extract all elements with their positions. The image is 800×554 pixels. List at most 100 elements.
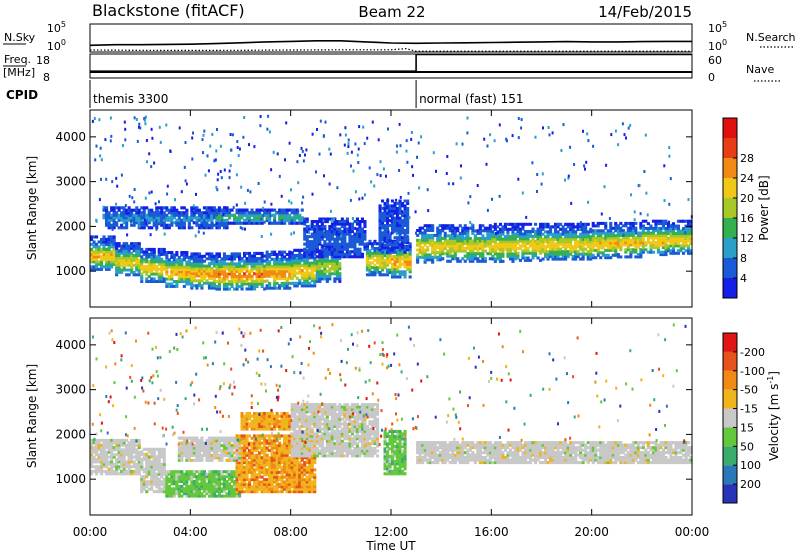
power-cell	[556, 245, 560, 249]
power-cell	[591, 253, 595, 257]
power-cell	[145, 270, 149, 274]
velocity-cell	[243, 434, 247, 438]
power-cell	[579, 237, 583, 241]
power-cell	[137, 261, 141, 265]
power-cell	[132, 246, 136, 250]
power-cell	[396, 275, 400, 279]
power-cell	[508, 245, 512, 249]
power-cell	[651, 236, 655, 240]
velocity-cell	[205, 484, 209, 488]
power-cell	[182, 251, 186, 254]
power-cell	[624, 221, 628, 225]
power-cell	[676, 232, 680, 236]
velocity-cell	[207, 487, 211, 491]
power-cell	[386, 256, 390, 260]
power-cell	[130, 256, 134, 260]
power-cell	[333, 232, 337, 236]
power-cell	[230, 267, 234, 271]
power-cell	[323, 254, 327, 258]
power-cell	[295, 284, 299, 288]
power-scatter-cell	[401, 210, 404, 214]
power-cell	[110, 262, 114, 266]
velocity-cell	[175, 475, 179, 479]
power-cell	[393, 265, 397, 269]
colorbar-tick-label: 24	[740, 172, 754, 185]
power-cell	[318, 242, 322, 246]
power-scatter-cell	[495, 232, 497, 235]
power-cell	[323, 217, 327, 221]
power-cell	[293, 208, 297, 212]
power-scatter-cell	[617, 143, 620, 147]
power-cell	[288, 265, 292, 268]
power-cell	[288, 218, 292, 223]
power-cell	[320, 222, 324, 226]
power-scatter-cell	[105, 177, 108, 181]
power-scatter-cell	[285, 121, 288, 125]
power-cell	[318, 220, 322, 224]
power-cell	[167, 258, 171, 262]
power-cell	[473, 239, 477, 243]
velocity-cell	[243, 480, 247, 484]
power-cell	[365, 258, 369, 262]
power-cell	[140, 265, 144, 269]
noise-sky-line	[89, 39, 692, 47]
power-cell	[646, 222, 650, 226]
power-cell	[308, 227, 312, 231]
power-cell	[353, 220, 357, 224]
power-cell	[476, 231, 480, 235]
power-cell	[152, 218, 156, 222]
power-cell	[167, 282, 171, 286]
power-cell	[295, 253, 299, 257]
velocity-cell	[200, 494, 204, 498]
power-cell	[586, 255, 590, 259]
power-cell	[295, 261, 299, 265]
power-cell	[458, 244, 462, 248]
power-cell	[270, 221, 274, 225]
power-cell	[564, 252, 568, 256]
velocity-cell	[180, 487, 184, 491]
velocity-cell	[243, 461, 247, 465]
power-cell	[443, 241, 447, 245]
power-cell	[243, 211, 247, 215]
velocity-cell	[137, 455, 141, 459]
power-scatter-cell	[319, 119, 322, 123]
power-cell	[378, 226, 382, 230]
power-cell	[381, 224, 385, 227]
velocity-cell	[207, 489, 211, 493]
power-cell	[248, 251, 252, 255]
power-cell	[391, 228, 395, 232]
power-scatter-cell	[379, 160, 382, 164]
power-cell	[210, 213, 214, 217]
frequency-panel-frame	[89, 53, 693, 79]
power-cell	[448, 244, 452, 248]
power-cell	[594, 244, 598, 247]
power-cell	[586, 237, 590, 241]
power-cell	[215, 216, 219, 220]
power-cell	[518, 239, 522, 243]
power-cell	[172, 253, 176, 257]
power-cell	[245, 208, 249, 212]
power-cell	[170, 211, 174, 215]
power-cell	[305, 264, 309, 268]
power-cell	[255, 262, 259, 266]
power-cell	[398, 252, 402, 256]
power-cell	[192, 279, 196, 283]
velocity-cell	[190, 477, 194, 481]
power-cell	[230, 280, 234, 284]
power-cell	[554, 242, 558, 246]
power-cell	[290, 253, 294, 257]
power-cell	[152, 255, 156, 259]
power-cell	[137, 263, 141, 267]
velocity-cell	[192, 470, 196, 474]
velocity-cell	[147, 457, 151, 461]
power-cell	[381, 211, 385, 215]
power-cell	[523, 249, 527, 253]
power-cell	[679, 219, 683, 223]
power-cell	[554, 250, 558, 254]
power-cell	[202, 281, 206, 285]
power-cell	[255, 213, 259, 217]
power-cell	[228, 282, 232, 286]
power-cell	[386, 270, 390, 274]
power-cell	[122, 251, 126, 255]
power-cell	[315, 222, 319, 226]
